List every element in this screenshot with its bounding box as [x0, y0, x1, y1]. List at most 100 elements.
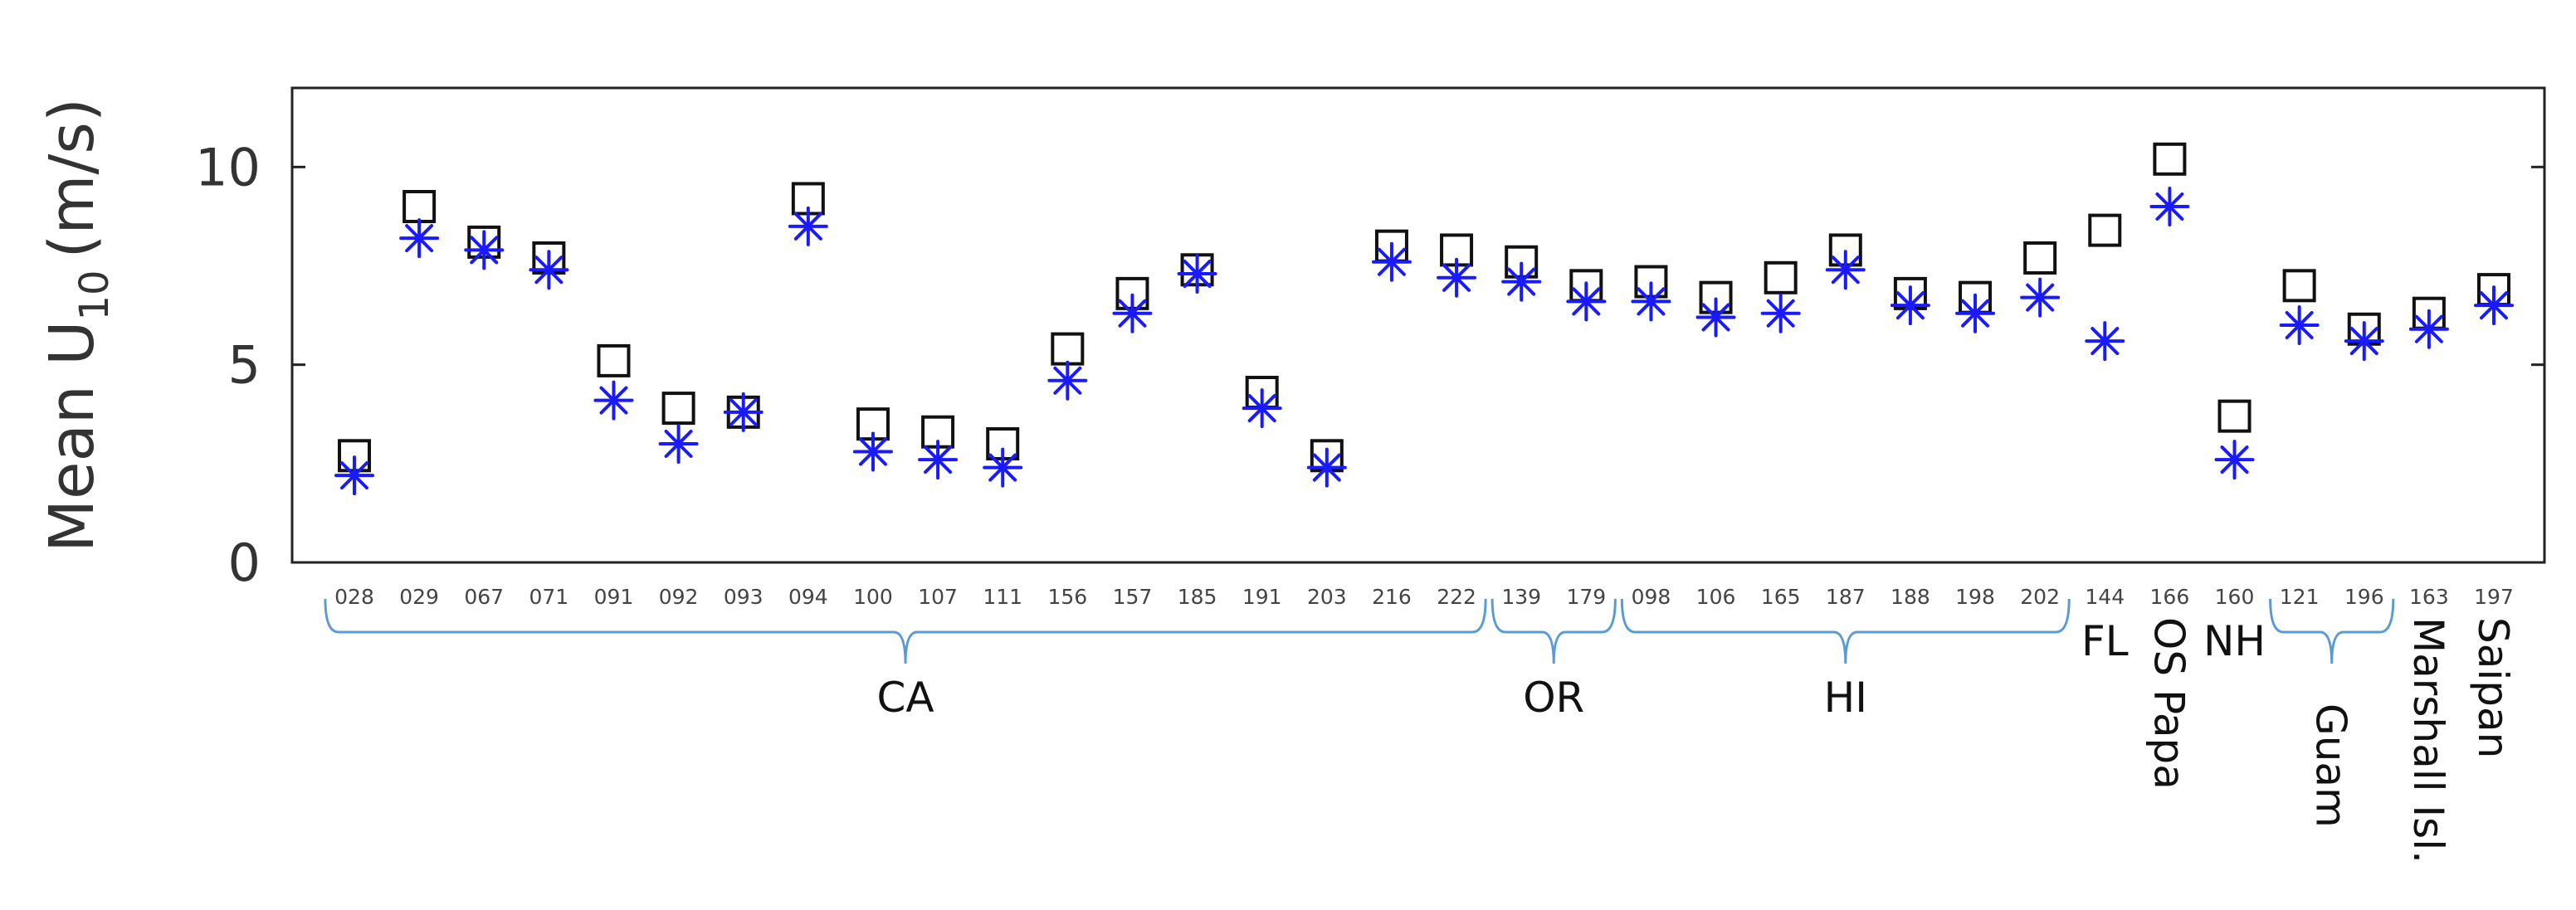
point-square: [402, 190, 437, 223]
x-tick-label: 093: [724, 585, 764, 609]
point-square: [597, 343, 631, 377]
point-asterisk: [2020, 277, 2061, 318]
point-asterisk: [1177, 254, 1217, 294]
group-fl: FL: [2081, 617, 2129, 665]
point-asterisk: [2214, 440, 2255, 480]
x-tick-label: 157: [1113, 585, 1153, 609]
point-asterisk: [1890, 285, 1930, 326]
point-asterisk: [529, 250, 569, 290]
group-ca: CA: [324, 598, 1487, 722]
y-axis-label: Mean U10 (m/s): [37, 98, 118, 552]
x-tick-label: 092: [659, 585, 699, 609]
point-asterisk: [2408, 309, 2449, 349]
plot-frame: [290, 86, 2546, 564]
group-nh: NH: [2203, 617, 2266, 665]
point-asterisk: [593, 380, 634, 421]
point-asterisk: [1501, 261, 1542, 302]
point-asterisk: [1306, 447, 1347, 488]
x-tick-label: 187: [1826, 585, 1866, 609]
point-asterisk: [2279, 305, 2320, 345]
x-tick-label: 028: [334, 585, 374, 609]
x-tick-label: 106: [1696, 585, 1736, 609]
site-groups: CA OR HI FL OS Papa NH Guam Marshall Isl. Saipan: [324, 598, 2517, 864]
point-square: [2088, 213, 2122, 247]
point-asterisk: [1371, 241, 1412, 282]
x-tick-label: 100: [853, 585, 893, 609]
point-asterisk: [334, 455, 374, 496]
group-guam: Guam: [2269, 598, 2395, 828]
point-square: [1051, 332, 1085, 366]
x-tick-label: 202: [2020, 585, 2060, 609]
point-square: [2217, 399, 2252, 433]
group-saipan: Saipan: [2469, 617, 2517, 758]
group-bracket: [324, 598, 1487, 664]
point-asterisk: [464, 230, 505, 270]
x-tick-label: 191: [1242, 585, 1282, 609]
point-asterisk: [918, 440, 959, 480]
y-axis-label-main: Mean U: [37, 321, 108, 552]
y-axis-label-unit: (m/s): [37, 98, 108, 258]
x-tick-label: 091: [594, 585, 634, 609]
x-tick-label: 197: [2474, 585, 2514, 609]
group-or: OR: [1490, 598, 1617, 722]
x-tick-label: 188: [1891, 585, 1930, 609]
x-tick-label: 163: [2409, 585, 2449, 609]
group-label: Guam: [2307, 703, 2355, 828]
x-tick-label: 165: [1761, 585, 1801, 609]
point-asterisk: [2149, 187, 2190, 226]
point-asterisk: [1825, 250, 1866, 290]
group-label: OS Papa: [2144, 617, 2193, 790]
x-tick-label: 144: [2085, 585, 2125, 609]
group-label: NH: [2203, 617, 2266, 665]
data-marks: [334, 142, 2514, 496]
point-asterisk: [658, 424, 699, 464]
point-asterisk: [1760, 293, 1801, 333]
x-tick-label: 098: [1632, 585, 1671, 609]
group-label: Saipan: [2469, 617, 2517, 758]
group-label: HI: [1824, 674, 1867, 722]
x-tick-label: 139: [1501, 585, 1541, 609]
point-asterisk: [2085, 321, 2125, 362]
point-asterisk: [983, 447, 1023, 488]
group-os-papa: OS Papa: [2144, 617, 2193, 790]
x-tick-label: 179: [1566, 585, 1606, 609]
y-tick-label: 5: [228, 335, 261, 396]
point-asterisk: [399, 218, 440, 259]
point-asterisk: [1437, 257, 1477, 298]
group-marshall-isl-: Marshall Isl.: [2404, 617, 2452, 864]
point-asterisk: [1566, 281, 1607, 322]
point-asterisk: [788, 206, 828, 246]
x-tick-label: 216: [1372, 585, 1412, 609]
x-tick-label: 111: [983, 585, 1022, 609]
x-tick-label: 196: [2344, 585, 2384, 609]
point-square: [2153, 142, 2187, 176]
x-tick-label: 185: [1178, 585, 1217, 609]
point-asterisk: [852, 431, 893, 472]
point-asterisk: [1047, 360, 1088, 401]
point-asterisk: [2474, 285, 2514, 326]
x-tick-labels: 028 029 067 071 091 092 093 094 100 107 111 156 157 1…: [334, 585, 2514, 609]
group-bracket: [1620, 598, 2071, 664]
point-asterisk: [723, 392, 764, 432]
point-asterisk: [1631, 281, 1671, 322]
x-tick-label: 222: [1437, 585, 1476, 609]
y-tick-label: 10: [195, 137, 261, 197]
point-square: [2282, 269, 2316, 303]
y-tick-label: 0: [228, 533, 261, 593]
x-tick-label: 107: [918, 585, 958, 609]
group-bracket: [1490, 598, 1617, 664]
point-asterisk: [1112, 293, 1153, 333]
point-asterisk: [1695, 297, 1736, 338]
x-tick-label: 121: [2280, 585, 2320, 609]
x-tick-label: 029: [399, 585, 439, 609]
point-square: [1764, 260, 1798, 294]
group-label: OR: [1523, 674, 1584, 722]
point-square: [2023, 241, 2057, 275]
y-axis-label-subscript: 10: [71, 270, 118, 320]
group-hi: HI: [1620, 598, 2071, 722]
point-square: [661, 392, 695, 426]
group-label: Marshall Isl.: [2404, 617, 2452, 864]
x-tick-label: 203: [1307, 585, 1347, 609]
group-bracket: [2269, 598, 2395, 664]
